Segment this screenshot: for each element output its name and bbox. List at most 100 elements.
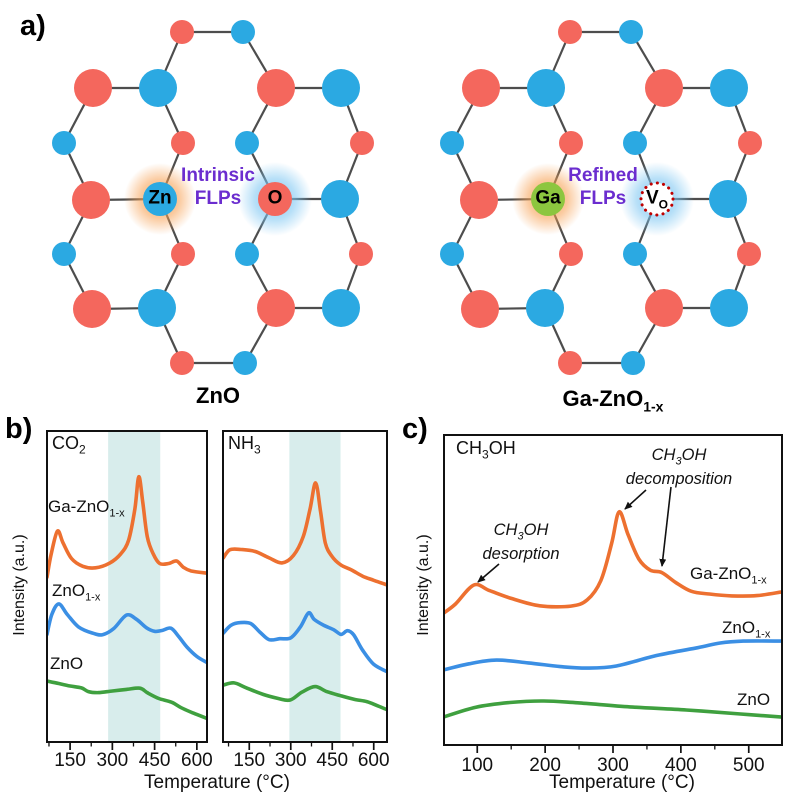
blue-atom bbox=[322, 69, 360, 107]
lattice-right bbox=[440, 20, 762, 375]
red-atom bbox=[559, 131, 583, 155]
blue-atom bbox=[623, 242, 647, 266]
ga-atom-label: Ga bbox=[535, 187, 561, 209]
anno-sub: 3 bbox=[517, 530, 524, 543]
tick-label: 300 bbox=[597, 755, 629, 776]
lattice-caption-zno: ZnO bbox=[196, 383, 240, 408]
blue-atom bbox=[526, 289, 564, 327]
tick-label: 500 bbox=[733, 755, 765, 776]
red-atom bbox=[349, 242, 373, 266]
gas-subscript: 3 bbox=[254, 442, 261, 457]
tick-label: 150 bbox=[54, 750, 86, 771]
blue-atom bbox=[710, 69, 748, 107]
blue-atom bbox=[527, 69, 565, 107]
blue-atom bbox=[138, 289, 176, 327]
red-atom bbox=[73, 290, 111, 328]
plot-border bbox=[443, 434, 783, 746]
anno-post: OH bbox=[523, 521, 549, 539]
o-atom bbox=[258, 182, 292, 216]
curve-ch3oh-zno1-x bbox=[444, 639, 782, 672]
label-sub: 1-x bbox=[85, 591, 101, 604]
annotation-desorption: CH3OH desorption bbox=[482, 521, 559, 563]
curve-nh3-ga-zno1-x bbox=[223, 481, 387, 587]
plot-border bbox=[46, 430, 208, 743]
ch3oh-gas-label: CH3OH bbox=[456, 438, 516, 462]
plot-border bbox=[222, 430, 388, 743]
curve-co2-ga-zno1-x bbox=[47, 474, 207, 579]
annotation-arrow bbox=[659, 486, 672, 567]
red-atom bbox=[171, 131, 195, 155]
annotation-line1: CH3OH bbox=[626, 446, 732, 470]
flp-line2: FLPs bbox=[579, 188, 627, 209]
ga-dopant-atom bbox=[531, 182, 565, 216]
panel-c-y-axis-label: Intensity (a.u.) bbox=[415, 534, 432, 636]
panel-a-label: a) bbox=[20, 10, 46, 42]
tick-label: 400 bbox=[665, 755, 697, 776]
red-atom bbox=[460, 181, 498, 219]
label-sub: 1-x bbox=[109, 507, 125, 520]
blue-atom bbox=[440, 242, 464, 266]
curve-label-zno: ZnO bbox=[50, 654, 83, 676]
anno-pre: CH bbox=[493, 521, 518, 539]
blue-atom bbox=[322, 289, 360, 327]
panel-b-label: b) bbox=[5, 413, 33, 445]
oxygen-vacancy bbox=[639, 181, 675, 217]
blue-atom bbox=[235, 242, 259, 266]
red-atom bbox=[170, 20, 194, 44]
tick-label: 300 bbox=[275, 750, 307, 771]
blue-atom bbox=[52, 131, 76, 155]
red-atom bbox=[462, 69, 500, 107]
curve-label-zno1x: ZnO1-x bbox=[52, 581, 100, 603]
chart-ch3oh: 100 200 300 400 500 bbox=[443, 434, 783, 776]
red-atom bbox=[558, 351, 582, 375]
panel-c-label: c) bbox=[402, 413, 428, 445]
label-sub: 1-x bbox=[755, 628, 771, 641]
curve-co2-zno bbox=[47, 679, 207, 721]
blue-atom bbox=[52, 242, 76, 266]
anno-sub: 3 bbox=[675, 455, 682, 468]
red-atom bbox=[737, 242, 761, 266]
red-atom bbox=[645, 289, 683, 327]
label-main: Ga-ZnO bbox=[48, 497, 110, 516]
chart-co2: 150 300 450 600 bbox=[46, 430, 213, 771]
vacancy-subscript: O bbox=[658, 197, 669, 212]
gas-main: CH bbox=[456, 438, 482, 458]
blue-atom bbox=[231, 20, 255, 44]
panel-c-x-axis-label: Temperature (°C) bbox=[549, 772, 695, 793]
gas-main: CO bbox=[52, 433, 79, 453]
blue-atom bbox=[139, 69, 177, 107]
curve-ch3oh-ga-zno1-x bbox=[444, 510, 782, 615]
red-atom bbox=[72, 181, 110, 219]
red-atom bbox=[257, 289, 295, 327]
red-atom bbox=[738, 131, 762, 155]
panel-b-y-axis-label: Intensity (a.u.) bbox=[11, 534, 28, 636]
annotation-arrow bbox=[477, 563, 500, 583]
label-main: ZnO bbox=[52, 581, 86, 600]
curve-nh3-zno bbox=[223, 681, 387, 712]
blue-atom bbox=[710, 289, 748, 327]
lattice-caption-ga-zno: Ga-ZnO1-x bbox=[563, 386, 664, 414]
intrinsic-flp-annotation: Intrinsic FLPs bbox=[181, 164, 255, 210]
red-atom bbox=[257, 69, 295, 107]
blue-atom bbox=[440, 131, 464, 155]
gas-main: NH bbox=[228, 433, 254, 453]
caption-subscript: 1-x bbox=[643, 398, 664, 415]
flp-line1: Refined bbox=[568, 165, 638, 186]
annotation-line2: desorption bbox=[482, 545, 560, 564]
curve-co2-zno1-x bbox=[47, 602, 207, 665]
curve-label-ga-zno: Ga-ZnO1-x bbox=[690, 564, 767, 586]
red-atom bbox=[74, 69, 112, 107]
tick-label: 600 bbox=[181, 750, 213, 771]
red-atom bbox=[171, 242, 195, 266]
red-atom bbox=[170, 351, 194, 375]
tick-label: 150 bbox=[233, 750, 265, 771]
label-main: ZnO bbox=[722, 618, 756, 637]
chart-nh3: 150 300 450 600 bbox=[222, 430, 390, 771]
label-main: ZnO bbox=[737, 690, 771, 709]
annotation-arrow bbox=[624, 489, 647, 510]
flp-line2: FLPs bbox=[194, 188, 242, 209]
curve-nh3-zno1-x bbox=[223, 610, 387, 674]
blue-atom bbox=[623, 131, 647, 155]
